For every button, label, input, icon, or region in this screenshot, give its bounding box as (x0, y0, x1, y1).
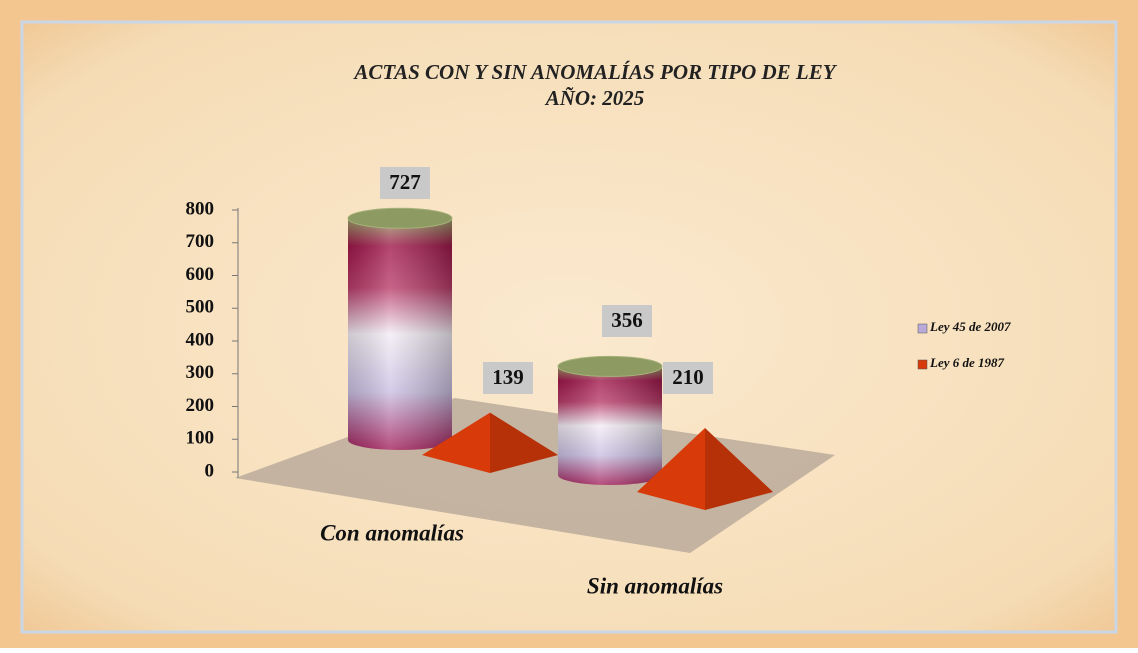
legend-label: Ley 45 de 2007 (929, 319, 1011, 334)
pyramid-face (705, 427, 773, 510)
data-label-box (602, 305, 652, 337)
pyramid (422, 412, 558, 473)
x-tick-label: Sin anomalías (587, 573, 723, 598)
legend-swatch (917, 323, 928, 334)
x-tick-label: Con anomalías (320, 520, 464, 545)
legend-swatch (917, 359, 928, 370)
pyramid-face (490, 412, 558, 473)
cylinder-top (347, 207, 453, 229)
data-label: 210 (672, 365, 704, 389)
y-tick-label: 0 (205, 460, 215, 481)
y-tick-label: 400 (186, 329, 215, 350)
data-label: 727 (389, 170, 421, 194)
data-label-box (380, 167, 430, 199)
data-label: 139 (492, 365, 524, 389)
pyramid (637, 427, 773, 510)
data-label: 356 (611, 308, 643, 332)
y-tick-label: 500 (186, 297, 215, 318)
data-label-box (483, 362, 533, 394)
y-tick-label: 700 (186, 231, 215, 252)
y-tick-label: 100 (186, 428, 215, 449)
legend-label: Ley 6 de 1987 (929, 355, 1005, 370)
chart-title: ACTAS CON Y SIN ANOMALÍAS POR TIPO DE LE… (352, 60, 837, 84)
chart-subtitle: AÑO: 2025 (544, 86, 645, 110)
y-tick-label: 300 (186, 362, 215, 383)
y-tick-label: 200 (186, 395, 215, 416)
data-label-box (663, 362, 713, 394)
y-tick-label: 600 (186, 264, 215, 285)
cylinder-top (557, 355, 663, 377)
cylinder-shade (348, 218, 452, 450)
y-tick-label: 800 (186, 198, 215, 219)
cylinder-shade (558, 366, 662, 485)
